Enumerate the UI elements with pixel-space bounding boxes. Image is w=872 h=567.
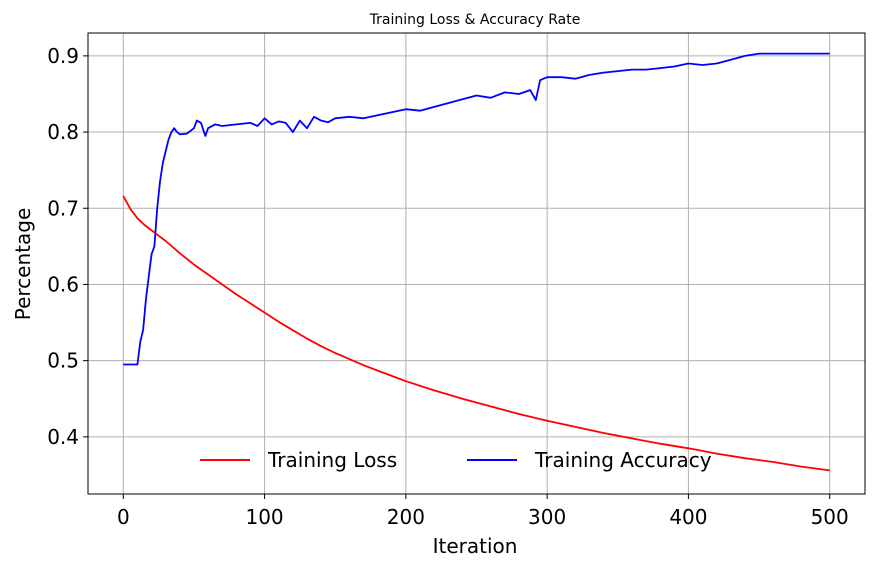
x-tick-label: 400 xyxy=(669,505,707,529)
y-tick-label: 0.5 xyxy=(47,349,79,373)
y-axis-label: Percentage xyxy=(11,208,35,321)
x-axis-label: Iteration xyxy=(433,534,518,558)
x-tick-label: 500 xyxy=(811,505,849,529)
y-axis: 0.4 0.5 0.6 0.7 0.8 0.9 xyxy=(47,44,88,449)
y-tick-label: 0.7 xyxy=(47,196,79,220)
y-tick-label: 0.6 xyxy=(47,272,79,296)
x-tick-label: 0 xyxy=(117,505,130,529)
x-axis: 0 100 200 300 400 500 xyxy=(117,494,849,529)
legend-label-training-loss: Training Loss xyxy=(267,448,397,472)
series-layer xyxy=(122,52,830,472)
series-line-training-accuracy xyxy=(123,52,830,366)
legend-label-training-accuracy: Training Accuracy xyxy=(534,448,712,472)
x-tick-label: 200 xyxy=(387,505,425,529)
y-tick-label: 0.4 xyxy=(47,425,79,449)
x-tick-label: 100 xyxy=(245,505,283,529)
chart-title: Training Loss & Accuracy Rate xyxy=(369,12,581,28)
x-tick-label: 300 xyxy=(528,505,566,529)
y-tick-label: 0.9 xyxy=(47,44,79,68)
legend: Training Loss Training Accuracy xyxy=(200,448,712,472)
series-line-training-loss xyxy=(122,195,830,472)
y-tick-label: 0.8 xyxy=(47,120,79,144)
plot-frame xyxy=(87,32,866,495)
